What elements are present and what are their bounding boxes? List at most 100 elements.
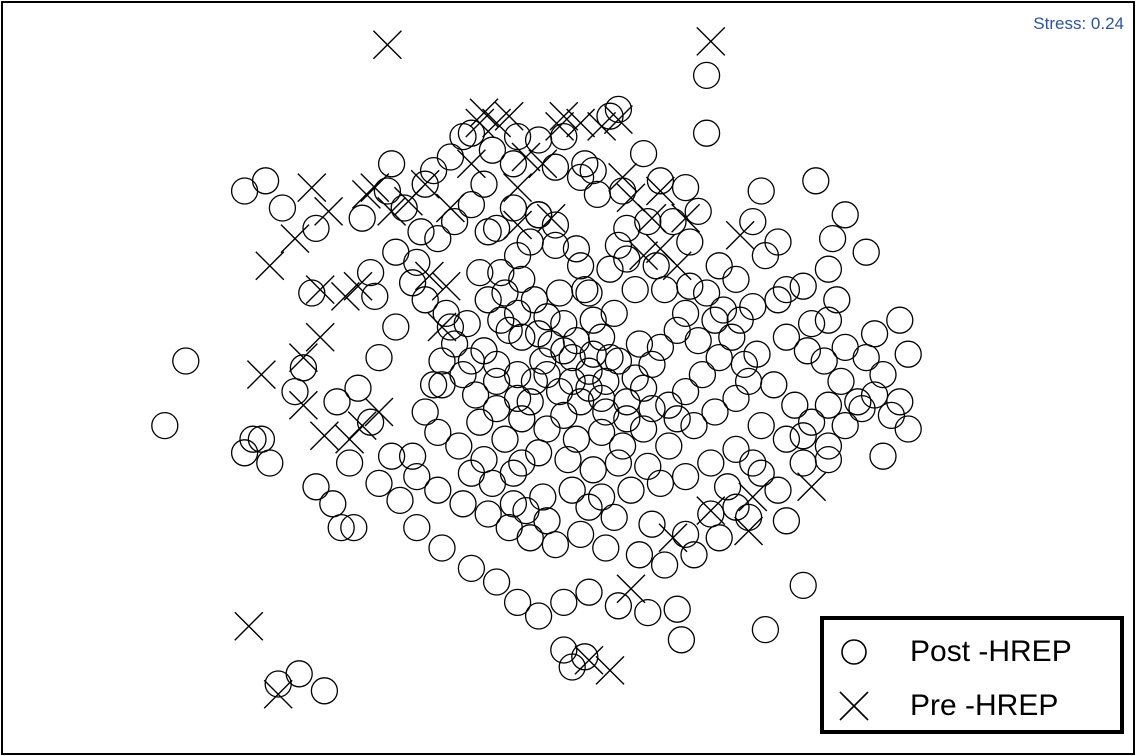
post-hrep-point	[449, 490, 477, 518]
post-hrep-point	[550, 636, 578, 664]
post-hrep-point	[827, 367, 855, 396]
pre-hrep-point	[696, 496, 726, 526]
legend-item-pre: Pre -HREP	[834, 686, 1058, 726]
post-hrep-point	[747, 459, 775, 487]
post-hrep-point	[281, 377, 309, 406]
post-hrep-point	[524, 602, 553, 630]
post-hrep-point	[772, 323, 801, 351]
post-hrep-point	[461, 381, 490, 409]
post-hrep-point	[482, 568, 511, 596]
post-hrep-point	[671, 520, 700, 549]
post-hrep-point	[533, 360, 561, 389]
post-hrep-point	[764, 286, 792, 314]
pre-hrep-point	[255, 251, 285, 281]
pre-hrep-point	[410, 169, 440, 199]
post-hrep-point	[802, 167, 830, 195]
post-hrep-point	[424, 476, 452, 504]
post-hrep-point	[230, 439, 259, 467]
pre-hrep-point	[566, 108, 596, 138]
post-hrep-point	[482, 367, 511, 396]
post-hrep-point	[499, 150, 528, 178]
pre-hrep-point	[364, 397, 394, 427]
post-hrep-point	[604, 449, 633, 477]
post-hrep-point	[852, 238, 880, 266]
post-hrep-point	[848, 394, 876, 423]
post-hrep-point	[550, 588, 578, 617]
post-hrep-point	[629, 374, 658, 402]
pre-hrep-point	[734, 516, 764, 546]
post-hrep-point	[718, 323, 746, 351]
post-hrep-point	[440, 330, 469, 358]
post-hrep-point	[466, 258, 494, 287]
pre-hrep-point	[595, 655, 625, 685]
post-hrep-point	[621, 275, 649, 304]
pre-hrep-point	[629, 241, 659, 271]
post-hrep-point	[587, 418, 616, 447]
pre-hrep-point	[797, 472, 827, 502]
post-hrep-point	[520, 367, 549, 396]
post-hrep-point	[638, 394, 666, 423]
post-hrep-point	[541, 530, 570, 559]
post-hrep-point	[550, 309, 578, 338]
post-hrep-point	[398, 269, 427, 297]
pre-hrep-point	[465, 108, 495, 138]
pre-hrep-point	[288, 343, 318, 373]
post-hrep-point	[503, 122, 532, 151]
pre-hrep-point	[545, 111, 575, 141]
post-hrep-point	[474, 286, 502, 314]
post-hrep-point	[886, 306, 914, 334]
post-hrep-point	[541, 153, 570, 181]
post-hrep-point	[646, 167, 675, 195]
post-hrep-point	[541, 211, 570, 239]
post-hrep-point	[671, 377, 700, 406]
post-hrep-point	[814, 306, 843, 334]
post-hrep-point	[894, 415, 922, 443]
pre-hrep-point	[288, 390, 318, 420]
post-hrep-point	[491, 279, 519, 307]
post-hrep-point	[390, 194, 418, 222]
pre-hrep-point	[658, 523, 688, 553]
post-hrep-point	[575, 279, 603, 307]
post-hrep-point	[151, 411, 179, 440]
pre-hrep-point	[335, 424, 365, 454]
post-hrep-point	[411, 398, 439, 426]
post-hrep-point	[503, 299, 532, 328]
pre-hrep-point	[309, 421, 339, 451]
post-hrep-point	[508, 323, 536, 351]
post-hrep-point	[629, 415, 658, 443]
post-hrep-point	[810, 347, 838, 375]
post-hrep-point	[655, 432, 683, 460]
post-hrep-point	[684, 197, 712, 226]
post-hrep-point	[340, 513, 368, 542]
post-hrep-point	[894, 340, 922, 368]
post-hrep-point	[722, 493, 750, 521]
pre-hrep-point	[738, 482, 768, 512]
post-hrep-point	[621, 364, 649, 392]
pre-hrep-point	[616, 574, 646, 604]
post-hrep-point	[348, 204, 376, 232]
post-hrep-point	[529, 483, 557, 511]
pre-hrep-point	[314, 196, 344, 226]
post-hrep-point	[772, 507, 801, 535]
post-hrep-point	[764, 476, 792, 504]
post-hrep-point	[739, 449, 767, 477]
post-hrep-point	[592, 367, 620, 396]
post-hrep-point	[600, 299, 628, 328]
pre-hrep-point	[503, 210, 533, 240]
post-hrep-point	[705, 252, 733, 280]
legend: Post -HREP Pre -HREP	[820, 616, 1124, 734]
post-hrep-point	[298, 279, 326, 307]
post-hrep-point	[613, 405, 641, 433]
pre-hrep-point	[511, 142, 541, 172]
pre-hrep-point	[435, 193, 465, 223]
post-hrep-point	[869, 360, 897, 389]
post-hrep-point	[722, 435, 750, 464]
post-hrep-point	[487, 258, 515, 287]
post-hrep-point	[831, 411, 859, 440]
post-hrep-point	[319, 490, 347, 518]
post-hrep-point	[503, 384, 532, 413]
post-hrep-point	[705, 343, 733, 372]
post-hrep-point	[541, 231, 570, 260]
post-hrep-point	[814, 391, 843, 419]
post-hrep-point	[659, 207, 687, 236]
